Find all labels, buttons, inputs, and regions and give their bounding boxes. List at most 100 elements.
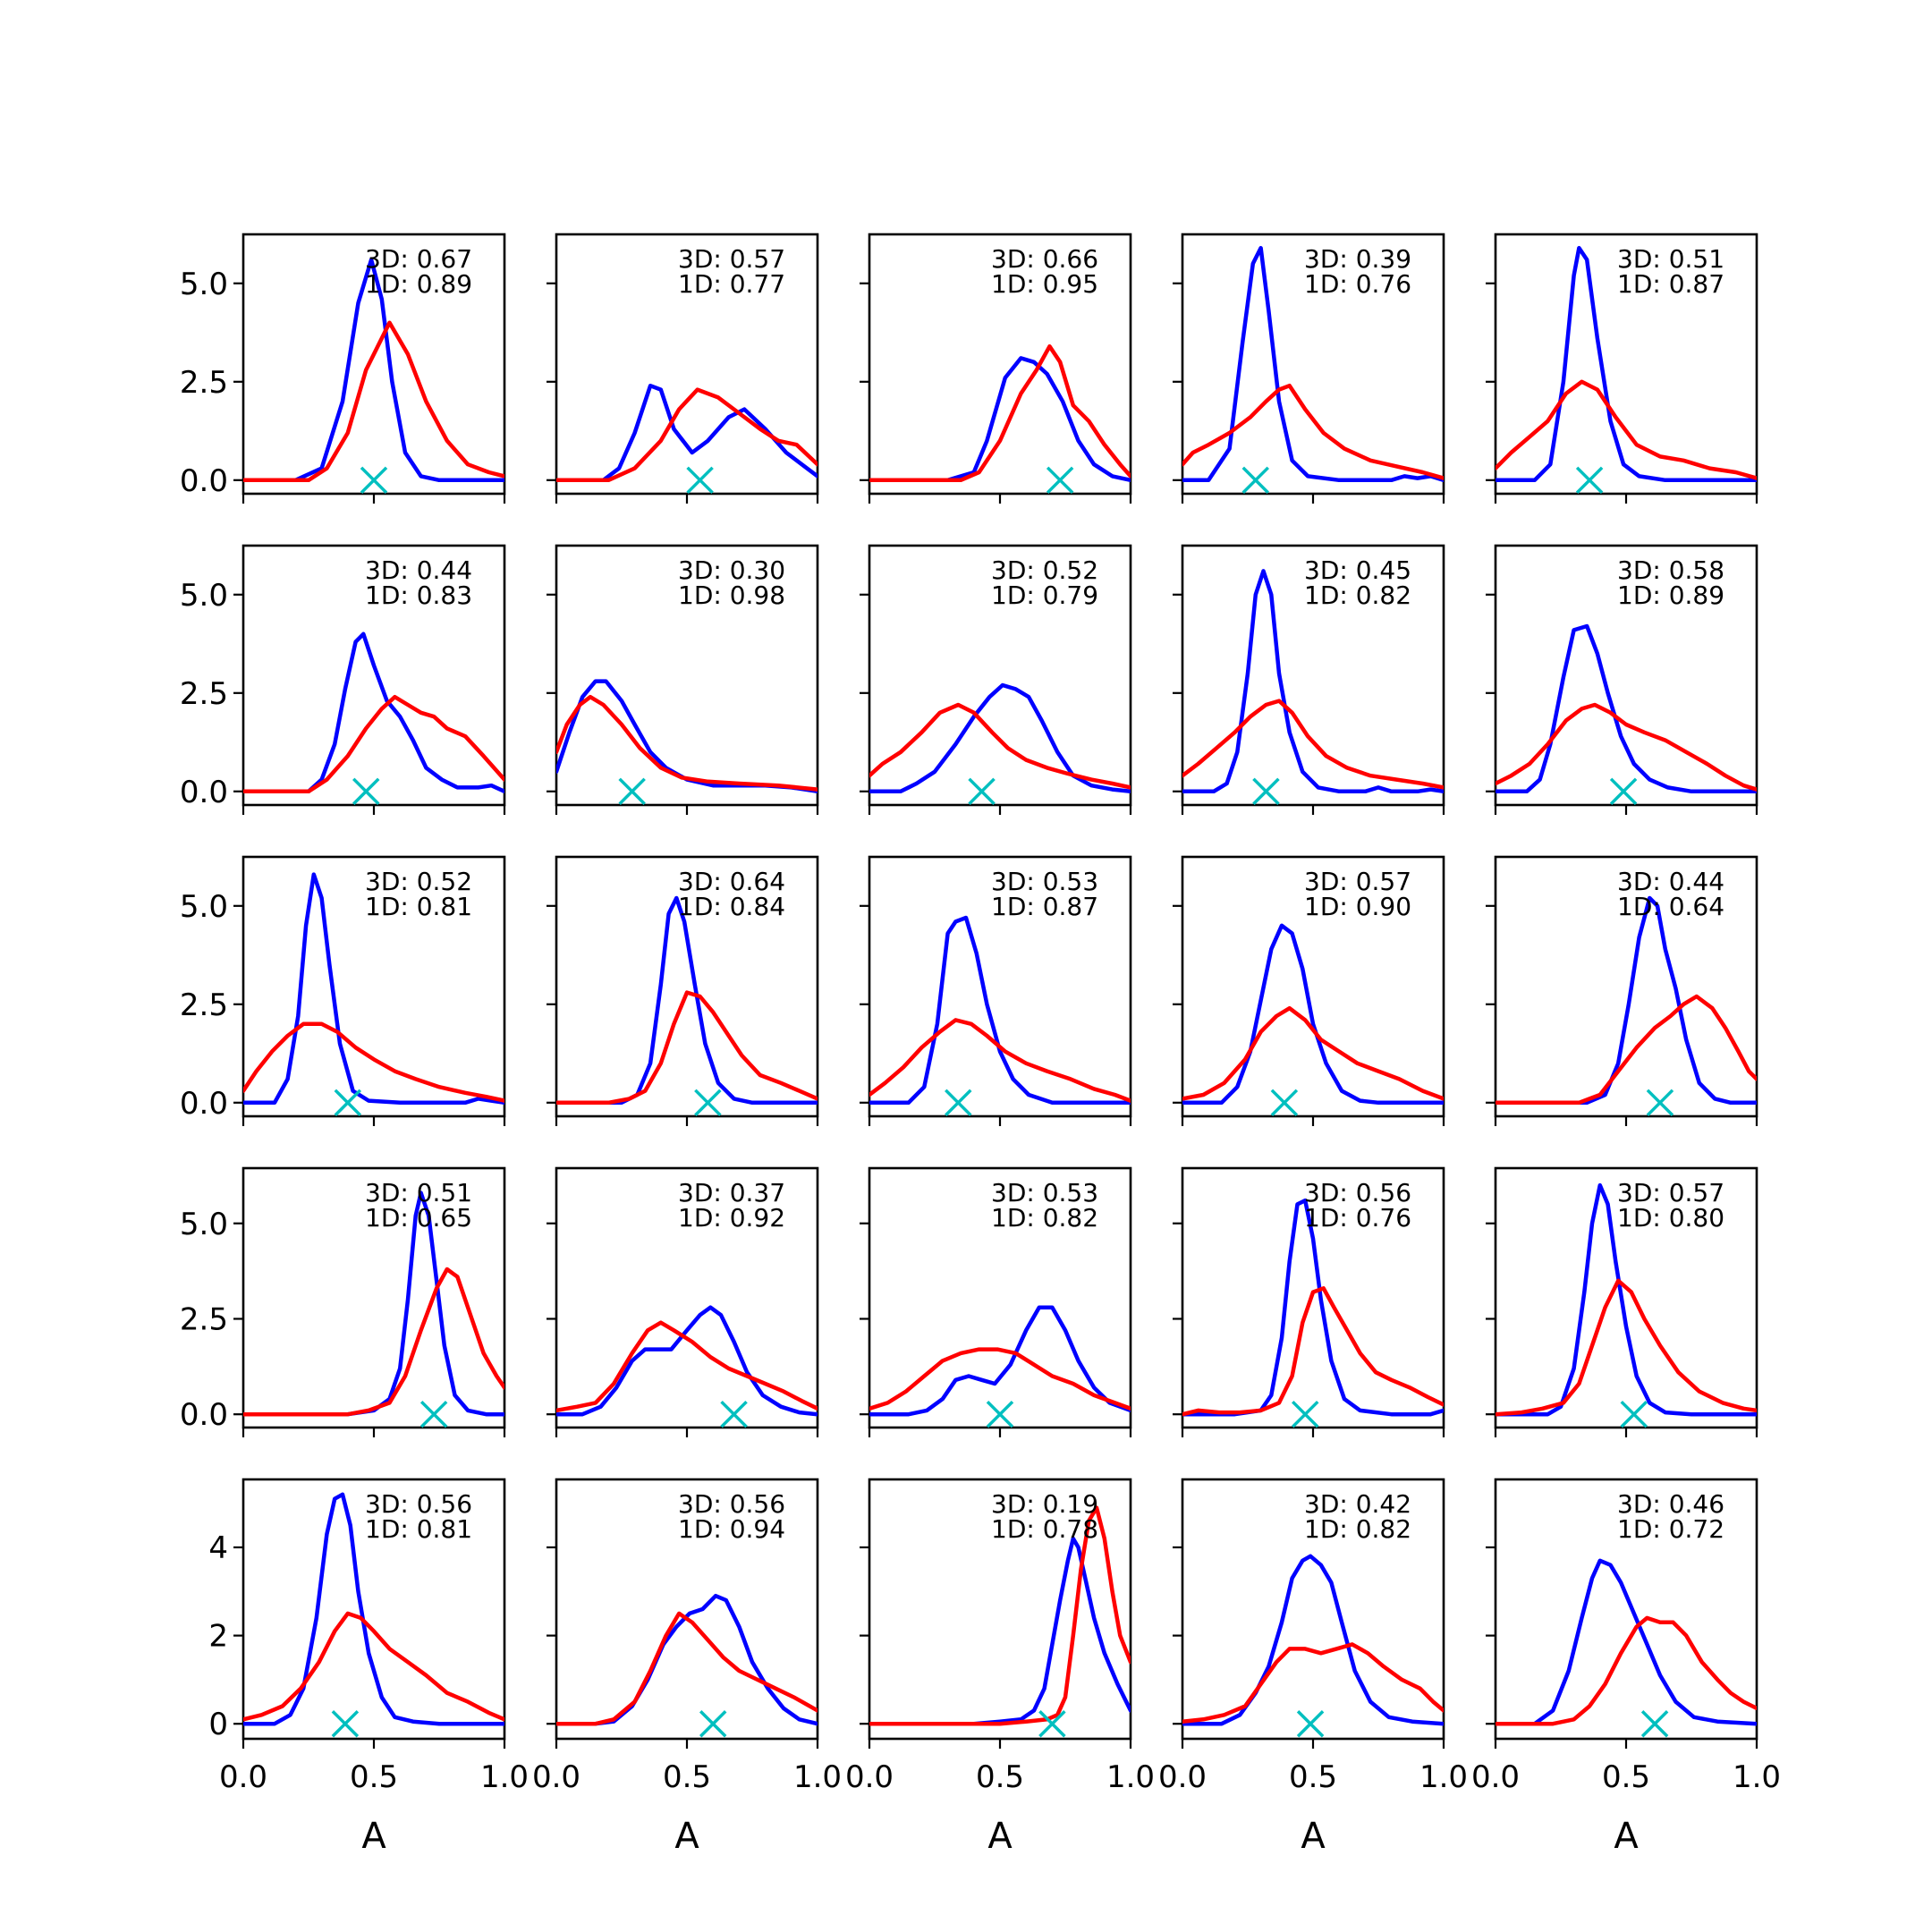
series-3d-line [556,383,818,483]
x-tick-label: 0.0 [219,1759,267,1795]
true-value-marker [968,777,996,806]
true-value-marker [360,466,388,495]
annotation-3d: 3D: 0.46 [1617,1489,1724,1519]
series-1d-line [869,1347,1131,1411]
x-axis-label: A [674,1816,699,1857]
series-1d-line [243,694,504,794]
y-tick-label: 0 [208,1707,228,1742]
series-1d-line [1496,1615,1757,1726]
true-value-marker [352,777,380,806]
series-3d-line [869,356,1131,483]
true-value-marker [945,1089,972,1117]
annotation-3d: 3D: 0.53 [991,867,1098,896]
series-3d-line [1182,569,1444,794]
x-tick-label: 0.5 [663,1759,711,1795]
series-1d-line [243,320,504,483]
annotation-3d: 3D: 0.44 [1617,867,1724,896]
series-1d-line [1496,1278,1757,1417]
x-tick-label: 1.0 [1419,1759,1468,1795]
y-tick-label: 5.0 [180,1207,228,1242]
series-3d-line [243,631,504,794]
y-tick-label: 0.0 [180,463,228,499]
true-value-marker [1270,1089,1299,1117]
series-3d-line [869,1305,1131,1417]
true-value-marker [1241,466,1269,495]
true-value-marker [686,466,714,495]
marker-stroke [1038,1709,1066,1738]
annotation-3d: 3D: 0.57 [1304,867,1411,896]
annotation-1d: 1D: 0.87 [991,892,1098,921]
series-3d-line [1496,623,1757,794]
y-tick-label: 2.5 [180,365,228,401]
y-tick-label: 0.0 [180,1086,228,1122]
series-3d-line [556,895,818,1106]
annotation-1d: 1D: 0.82 [1304,1514,1411,1544]
x-axis-label: A [1301,1816,1326,1857]
x-tick-label: 0.0 [1158,1759,1207,1795]
annotation-1d: 1D: 0.81 [365,892,472,921]
y-tick-label: 5.0 [180,889,228,925]
y-tick-label: 2.5 [180,676,228,712]
annotation-1d: 1D: 0.83 [365,580,472,610]
annotation-1d: 1D: 0.76 [1304,1203,1411,1233]
annotation-1d: 1D: 0.82 [991,1203,1098,1233]
y-tick-label: 2.5 [180,987,228,1023]
annotation-3d: 3D: 0.56 [365,1489,472,1519]
series-1d-line [243,1021,504,1103]
y-tick-label: 0.0 [180,775,228,810]
marker-stroke [1252,777,1280,806]
series-3d-line [556,1305,818,1417]
annotation-3d: 3D: 0.66 [991,244,1098,274]
marker-stroke [334,1089,362,1117]
true-value-marker [986,1400,1014,1428]
series-1d-line [869,343,1131,483]
series-1d-line [1182,1286,1444,1417]
true-value-marker [699,1709,727,1738]
annotation-1d: 1D: 0.78 [991,1514,1098,1544]
series-1d-line [1496,379,1757,480]
marker-stroke [986,1400,1014,1428]
annotation-3d: 3D: 0.64 [678,867,785,896]
series-1d-line [556,694,818,792]
annotation-3d: 3D: 0.19 [991,1489,1098,1519]
true-value-marker [1640,1709,1669,1738]
marker-stroke [360,466,388,495]
series-3d-line [1496,245,1757,483]
x-tick-label: 1.0 [480,1759,529,1795]
marker-stroke [1241,466,1269,495]
x-axis-label: A [1614,1816,1639,1857]
marker-stroke [419,1400,448,1428]
series-1d-line [1496,702,1757,792]
annotation-1d: 1D: 0.82 [1304,580,1411,610]
annotation-1d: 1D: 0.72 [1617,1514,1724,1544]
series-3d-line [1182,245,1444,483]
marker-stroke [686,466,714,495]
series-1d-line [1182,383,1444,480]
annotation-3d: 3D: 0.39 [1304,244,1411,274]
series-3d-line [1182,1198,1444,1417]
y-tick-label: 5.0 [180,267,228,302]
annotation-3d: 3D: 0.67 [365,244,472,274]
series-1d-line [556,990,818,1106]
series-1d-line [869,1505,1131,1726]
true-value-marker [1646,1089,1674,1117]
y-tick-label: 5.0 [180,578,228,614]
true-value-marker [694,1089,722,1117]
annotation-1d: 1D: 0.84 [678,892,785,921]
marker-stroke [618,777,646,806]
annotation-3d: 3D: 0.52 [991,555,1098,585]
true-value-marker [618,777,646,806]
x-tick-label: 0.5 [1602,1759,1650,1795]
marker-stroke [1620,1400,1648,1428]
x-axis-label: A [987,1816,1013,1857]
